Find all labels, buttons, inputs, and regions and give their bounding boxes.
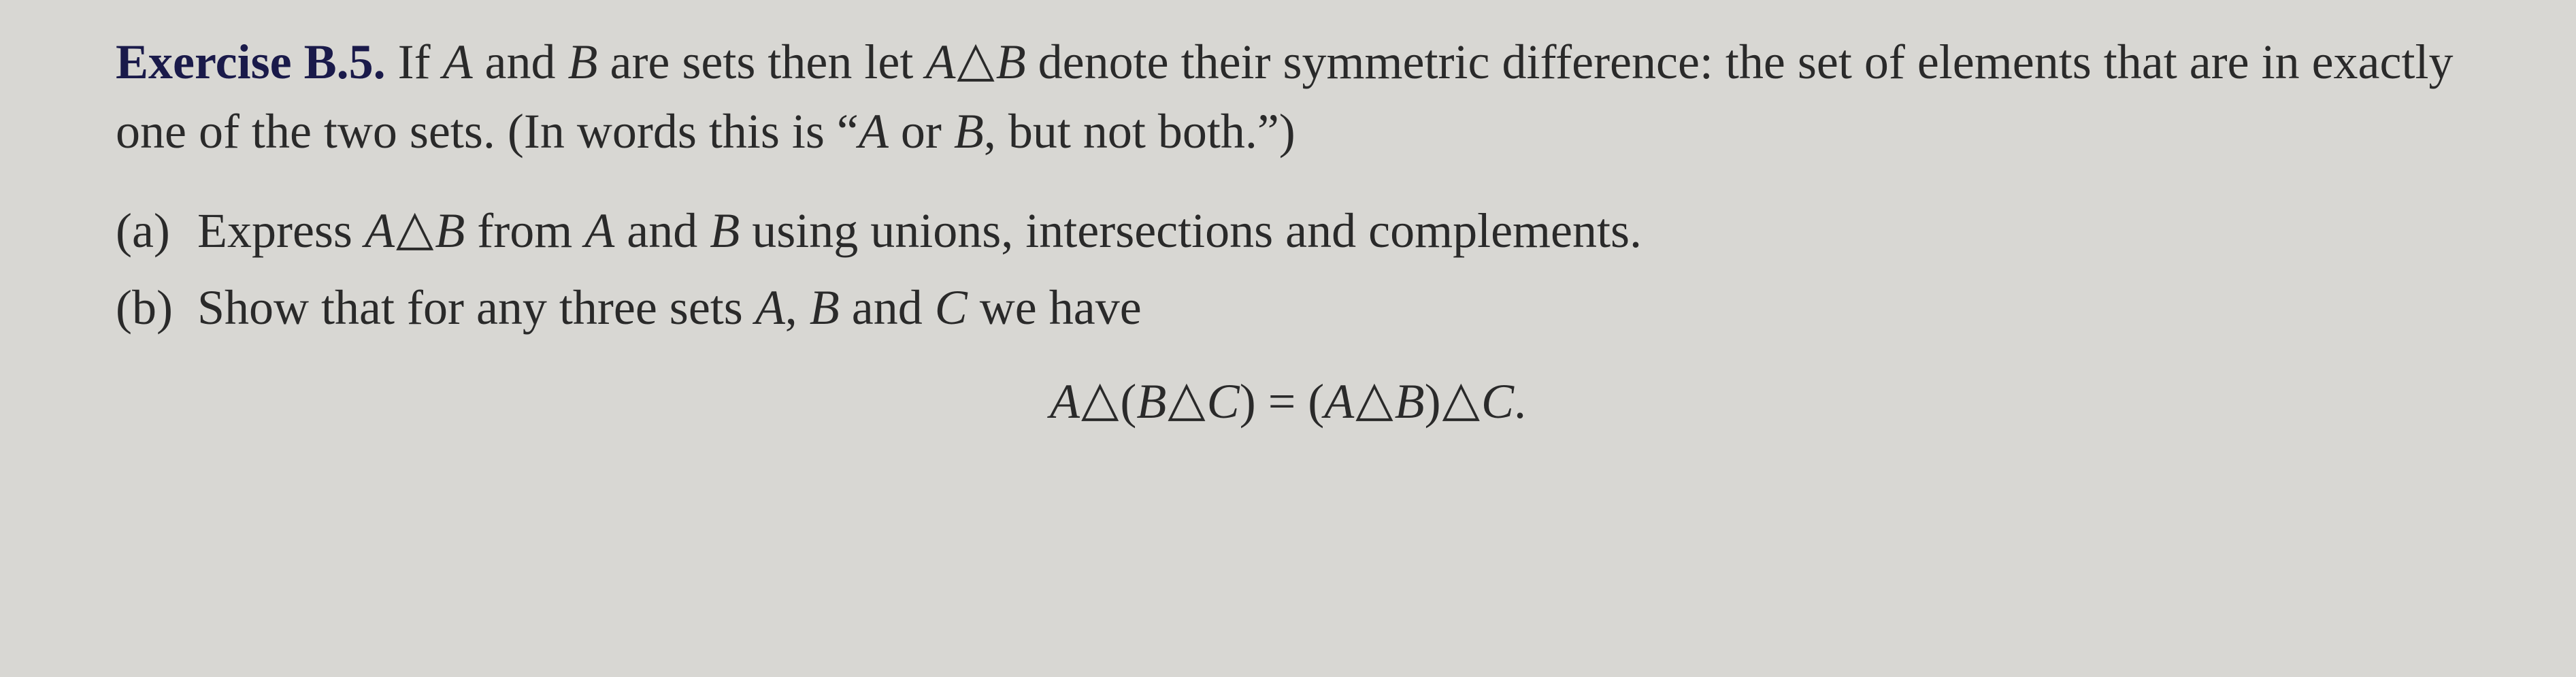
intro-text-2: and (473, 35, 568, 89)
eq-B1: B (1136, 374, 1166, 429)
associativity-equation: A△(B△C) = (A△B)△C. (116, 367, 2460, 436)
a-text-3: and (614, 203, 710, 258)
b-text-2: and (840, 280, 935, 335)
exercise-parts-list: (a) Express A△B from A and B using union… (116, 196, 2460, 342)
eq-lp1: ( (1120, 374, 1136, 429)
triangle-icon: △ (955, 24, 995, 94)
phrase-B: B (954, 104, 984, 159)
exercise-label: Exercise B.5. (116, 35, 386, 89)
exercise-page: Exercise B.5. If A and B are sets then l… (0, 0, 2576, 463)
part-b-body: Show that for any three sets A, B and C … (197, 273, 2460, 342)
part-a-marker: (a) (116, 196, 197, 265)
phrase-A: A (859, 104, 889, 159)
eq-B2: B (1395, 374, 1425, 429)
triangle-icon: △ (1441, 364, 1481, 433)
eq-A1: A (1050, 374, 1080, 429)
eq-lp2: ( (1308, 374, 1324, 429)
triangle-icon: △ (1080, 364, 1120, 433)
intro-text-1: If (398, 35, 443, 89)
part-b-marker: (b) (116, 273, 197, 342)
eq-equals: = (1256, 374, 1308, 429)
intro-text-3: are sets then let (598, 35, 926, 89)
intro-text-5: or (889, 104, 954, 159)
a-A1: A (365, 203, 395, 258)
part-a: (a) Express A△B from A and B using union… (116, 196, 2460, 265)
b-C: C (935, 280, 968, 335)
a-text-1: Express (197, 203, 365, 258)
a-text-2: from (465, 203, 584, 258)
symdiff-A: A (925, 35, 955, 89)
a-text-4: using unions, intersections and compleme… (740, 203, 1642, 258)
b-text-1: Show that for any three sets (197, 280, 755, 335)
eq-dot: . (1514, 374, 1526, 429)
triangle-icon: △ (1166, 364, 1206, 433)
part-a-body: Express A△B from A and B using unions, i… (197, 196, 2460, 265)
triangle-icon: △ (395, 193, 435, 263)
exercise-intro: Exercise B.5. If A and B are sets then l… (116, 27, 2460, 166)
part-b: (b) Show that for any three sets A, B an… (116, 273, 2460, 342)
symdiff-B: B (996, 35, 1026, 89)
eq-C2: C (1481, 374, 1514, 429)
eq-A2: A (1324, 374, 1354, 429)
intro-text-6: , but not both.”) (984, 104, 1295, 159)
eq-C1: C (1207, 374, 1240, 429)
eq-rp1: ) (1240, 374, 1256, 429)
b-A: A (755, 280, 785, 335)
triangle-icon: △ (1354, 364, 1394, 433)
a-B2: B (710, 203, 740, 258)
b-B: B (810, 280, 840, 335)
a-B1: B (435, 203, 465, 258)
b-text-3: we have (968, 280, 1142, 335)
set-A: A (443, 35, 473, 89)
b-comma: , (785, 280, 810, 335)
a-A2: A (584, 203, 614, 258)
eq-rp2: ) (1425, 374, 1441, 429)
set-B: B (568, 35, 598, 89)
